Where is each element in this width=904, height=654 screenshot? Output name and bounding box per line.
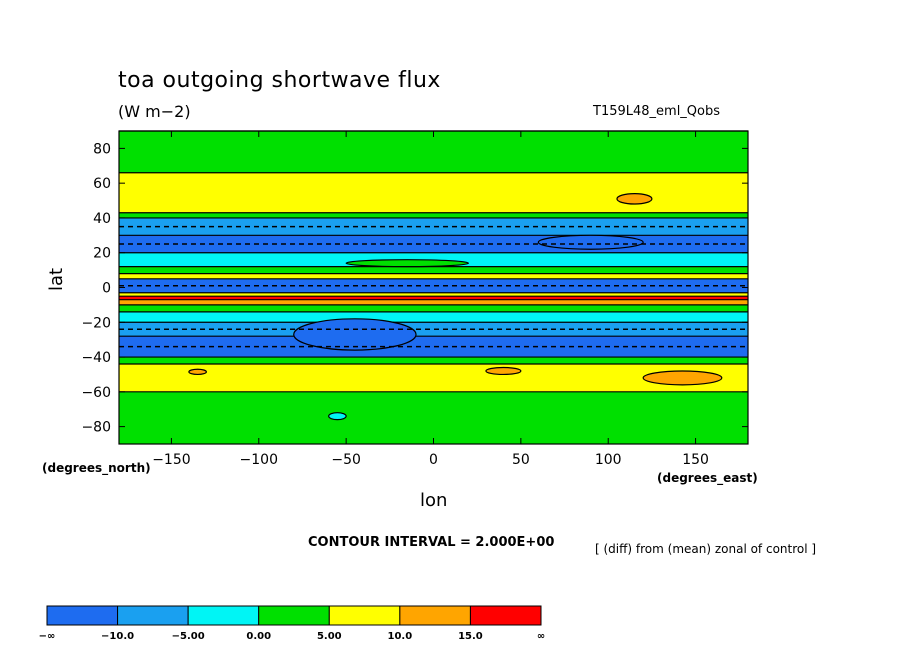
colorbar-label: 10.0 [388,631,413,642]
y-tick-label: −60 [81,385,111,401]
axes: −150 −100 −50 0 50 100 150 80 60 40 20 0 −20 −40 −60 −8… [81,131,748,468]
patch-7 [345,259,470,268]
colorbar-label: ∞ [537,631,545,642]
band-9 [119,292,748,297]
patch-5 [537,234,644,250]
x-tick-label: 0 [429,452,438,468]
experiment-label: T159L48_eml_Qobs [593,104,721,119]
band-16 [119,357,748,365]
y-tick-label: −40 [81,350,111,366]
band-18 [119,391,748,444]
colorbar-swatch-3 [258,605,330,626]
diff-note: [ (diff) from (mean) zonal of control ] [595,542,817,556]
y-axis-units: (degrees_north) [42,461,151,475]
band-7 [119,273,748,279]
colorbar-label: 0.00 [246,631,271,642]
y-tick-label: 20 [93,246,111,262]
band-3 [119,217,748,236]
y-tick-label: 0 [102,281,111,297]
colorbar-label: −10.0 [101,631,134,642]
colorbar-label: 15.0 [458,631,483,642]
y-tick-label: −80 [81,420,111,436]
contour-interval: CONTOUR INTERVAL = 2.000E+00 [308,535,555,550]
patch-1 [642,370,723,386]
chart-units: (W m−2) [118,102,191,121]
x-tick-label: −50 [331,452,361,468]
x-axis-units: (degrees_east) [657,471,758,485]
x-tick-label: −150 [152,452,190,468]
x-tick-label: 100 [595,452,622,468]
x-tick-label: −100 [240,452,278,468]
band-10 [119,296,748,300]
colorbar-swatch-2 [187,605,260,626]
patch-4 [293,318,417,351]
patch-3 [485,366,522,376]
colorbar-label: −∞ [39,631,56,642]
colorbar-swatch-1 [117,605,189,626]
colorbar-swatch-5 [399,605,471,626]
colorbar-label: 5.00 [317,631,342,642]
patch-0 [616,193,653,205]
band-1 [119,172,748,213]
x-tick-label: 150 [682,452,709,468]
band-8 [119,278,748,293]
plot-area [118,130,749,445]
patch-6 [328,412,347,421]
colorbar: −∞ −10.0 −5.00 0.00 5.00 10.0 15.0 ∞ [39,605,545,642]
y-tick-label: 40 [93,211,111,227]
colorbar-label: −5.00 [172,631,205,642]
band-2 [119,212,748,218]
band-14 [119,322,748,337]
band-15 [119,336,748,358]
band-13 [119,311,748,323]
chart-title: toa outgoing shortwave flux [118,68,441,93]
colorbar-swatch-6 [469,605,542,626]
band-6 [119,266,748,274]
y-tick-label: 80 [93,141,111,157]
colorbar-swatch-4 [328,605,401,626]
y-tick-label: 60 [93,176,111,192]
colorbar-swatch-0 [46,605,119,626]
patch-2 [188,368,207,376]
band-11 [119,299,748,305]
band-12 [119,304,748,312]
y-tick-label: −20 [81,315,111,331]
x-axis-label: lon [420,490,448,511]
band-0 [119,131,748,173]
x-tick-label: 50 [512,452,530,468]
